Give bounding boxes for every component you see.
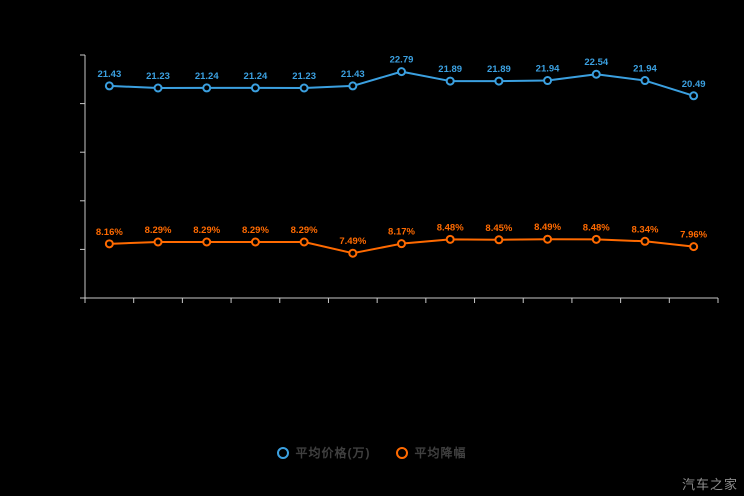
legend-marker-discount-icon	[396, 446, 409, 459]
legend-item-average-price[interactable]: 平均价格(万)	[277, 444, 370, 461]
data-label: 21.43	[97, 69, 121, 80]
data-point[interactable]	[689, 242, 699, 252]
data-label: 8.34%	[631, 224, 658, 235]
data-label: 21.89	[487, 64, 511, 75]
data-point[interactable]	[543, 234, 553, 244]
data-point[interactable]	[299, 83, 309, 93]
data-label: 7.49%	[339, 236, 366, 247]
legend-label-average-discount: 平均降幅	[414, 446, 467, 460]
data-label: 21.94	[633, 64, 657, 75]
data-point[interactable]	[494, 76, 504, 86]
data-label: 21.43	[341, 69, 365, 80]
data-label: 8.49%	[534, 222, 561, 233]
data-point[interactable]	[397, 67, 406, 77]
data-label: 8.29%	[193, 225, 220, 236]
data-point[interactable]	[445, 76, 455, 86]
data-label: 20.49	[682, 79, 706, 90]
data-label: 8.48%	[437, 222, 464, 233]
chart-legend: 平均价格(万) 平均降幅	[0, 444, 744, 461]
data-point[interactable]	[348, 81, 358, 91]
data-point[interactable]	[104, 239, 114, 249]
data-label: 21.24	[195, 71, 219, 82]
data-label: 8.29%	[291, 225, 318, 236]
data-point[interactable]	[689, 91, 699, 101]
legend-marker-price-icon	[277, 446, 290, 459]
data-point[interactable]	[543, 76, 553, 86]
data-point[interactable]	[348, 248, 358, 258]
data-label: 8.45%	[485, 223, 512, 234]
legend-label-average-price: 平均价格(万)	[295, 446, 371, 460]
data-label: 8.48%	[583, 222, 610, 233]
data-point[interactable]	[104, 81, 114, 91]
data-label: 21.24	[244, 71, 268, 82]
data-point[interactable]	[202, 83, 212, 93]
data-point[interactable]	[591, 69, 601, 79]
data-point[interactable]	[591, 234, 601, 244]
data-label: 8.29%	[242, 225, 269, 236]
data-point[interactable]	[640, 236, 650, 246]
data-label: 21.94	[536, 64, 560, 75]
data-label: 8.29%	[145, 225, 172, 236]
data-point[interactable]	[153, 83, 163, 93]
watermark: 汽车之家	[681, 477, 738, 492]
data-label: 8.17%	[388, 227, 415, 238]
data-label: 22.79	[390, 55, 414, 66]
data-point[interactable]	[202, 237, 212, 247]
data-point[interactable]	[299, 237, 309, 247]
data-label: 21.23	[146, 71, 170, 82]
data-label: 21.23	[292, 71, 316, 82]
data-label: 8.16%	[96, 227, 123, 238]
data-point[interactable]	[494, 235, 504, 245]
data-point[interactable]	[250, 83, 260, 93]
data-label: 7.96%	[680, 230, 707, 241]
legend-item-average-discount[interactable]: 平均降幅	[396, 444, 466, 461]
data-point[interactable]	[640, 76, 650, 86]
data-point[interactable]	[153, 237, 163, 247]
data-label: 21.89	[438, 64, 462, 75]
data-point[interactable]	[397, 239, 406, 249]
data-label: 22.54	[584, 57, 608, 68]
data-point[interactable]	[445, 234, 455, 244]
data-point[interactable]	[250, 237, 260, 247]
